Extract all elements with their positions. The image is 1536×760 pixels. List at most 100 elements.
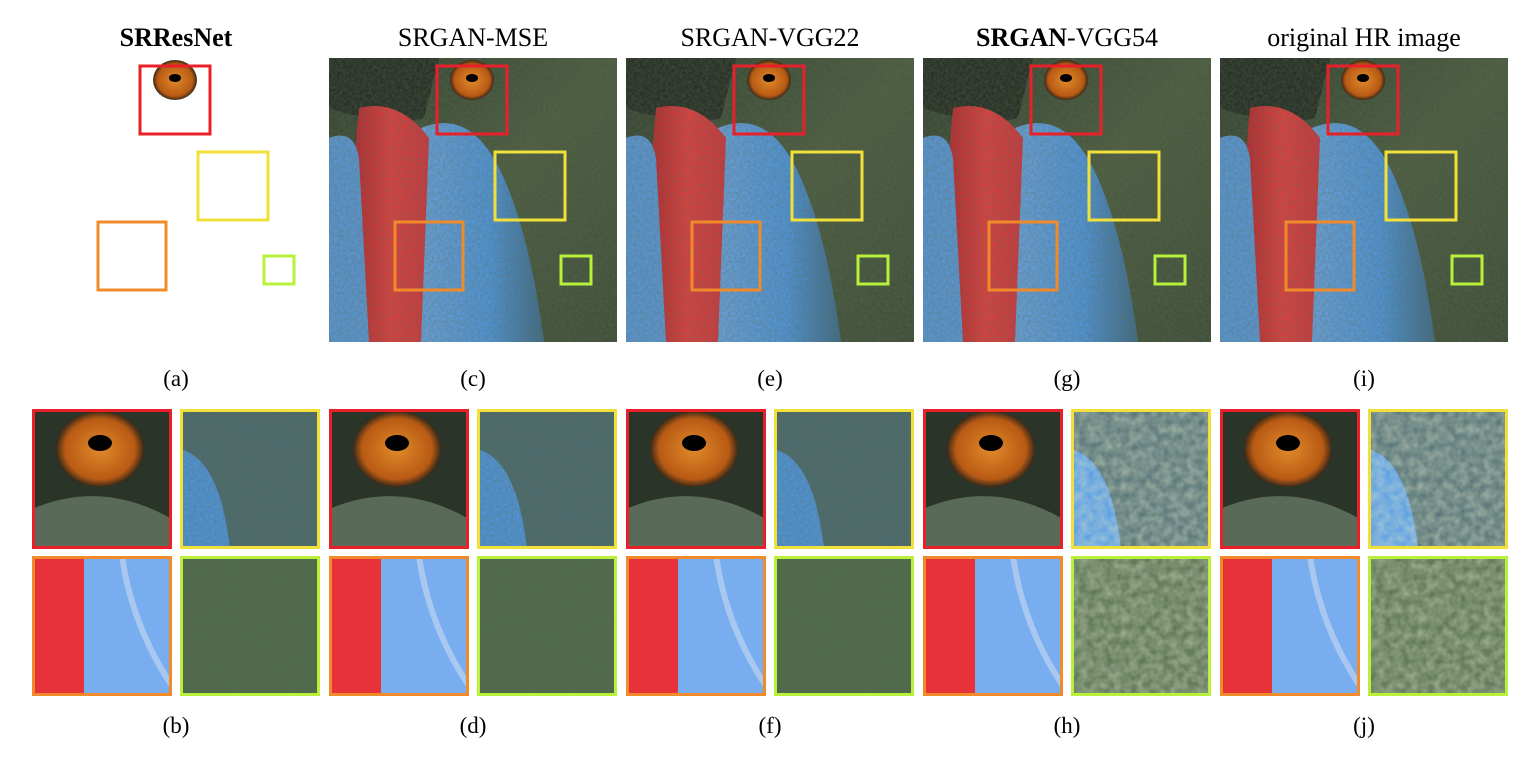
crop-content	[774, 556, 914, 696]
column-title: SRGAN-VGG22	[680, 23, 859, 52]
crop-border	[1220, 409, 1360, 549]
crop-border	[32, 409, 172, 549]
box-orange	[1284, 220, 1356, 292]
crop-yellow	[1071, 409, 1211, 549]
crop-yellow	[1368, 409, 1508, 549]
column: SRGAN-MSE (c) (d)	[329, 23, 617, 738]
box-green	[559, 254, 593, 286]
texture	[774, 409, 914, 549]
crop-content	[32, 409, 172, 549]
caption: (d)	[460, 713, 487, 738]
crop-orange	[923, 556, 1063, 696]
crop-content	[477, 556, 617, 696]
texture	[1368, 409, 1508, 549]
caption: (f)	[759, 713, 782, 738]
texture	[1220, 58, 1508, 342]
crop-yellow	[477, 409, 617, 549]
main-image	[626, 58, 914, 342]
crop-border	[477, 556, 617, 696]
crop-border	[1071, 556, 1211, 696]
crop-border	[1071, 409, 1211, 549]
crop-border	[329, 409, 469, 549]
red-area	[329, 556, 381, 696]
pupil	[979, 435, 1003, 451]
main-image	[1220, 58, 1508, 342]
caption: (c)	[460, 366, 486, 391]
crop-border	[923, 409, 1063, 549]
crop-border	[774, 556, 914, 696]
texture	[626, 58, 914, 342]
caption: (e)	[757, 366, 783, 391]
red-area	[1220, 556, 1272, 696]
caption: (b)	[163, 713, 190, 738]
box-yellow	[1087, 150, 1161, 222]
streak	[1010, 556, 1063, 688]
column-title: original HR image	[1267, 23, 1461, 52]
eye-lid	[32, 496, 172, 549]
caption: (h)	[1054, 713, 1081, 738]
crop-content	[180, 556, 320, 696]
box-red	[732, 64, 806, 136]
texture	[774, 556, 914, 696]
main-image	[32, 58, 320, 342]
crop-green	[180, 556, 320, 696]
crop-border	[1368, 409, 1508, 549]
eye-lid	[626, 496, 766, 549]
eye-lid	[1220, 496, 1360, 549]
caption: (j)	[1353, 713, 1375, 738]
column-title: SRGAN-MSE	[398, 23, 548, 52]
box-orange	[987, 220, 1059, 292]
texture	[180, 409, 320, 549]
crop-content	[329, 409, 469, 549]
pupil	[682, 435, 706, 451]
crop-red	[923, 409, 1063, 549]
box-orange	[690, 220, 762, 292]
title-part: SRResNet	[120, 23, 233, 52]
crop-border	[774, 409, 914, 549]
pupil	[385, 435, 409, 451]
box-yellow	[790, 150, 864, 222]
crop-content	[32, 556, 172, 696]
crop-green	[774, 556, 914, 696]
streak	[713, 556, 766, 688]
crop-content	[923, 409, 1063, 549]
crop-border	[626, 556, 766, 696]
crop-orange	[1220, 556, 1360, 696]
box-green	[1153, 254, 1187, 286]
crop-content	[1071, 556, 1211, 696]
column: original HR image (i) (j)	[1220, 23, 1508, 738]
crop-border	[626, 409, 766, 549]
pupil	[88, 435, 112, 451]
eye-lid	[923, 496, 1063, 549]
crop-content	[477, 409, 617, 549]
crop-border	[180, 556, 320, 696]
crop-border	[329, 556, 469, 696]
eye-lid	[329, 496, 469, 549]
column: SRGAN-VGG54 (g) (h)	[923, 23, 1211, 738]
crop-red	[32, 409, 172, 549]
crop-content	[1220, 409, 1360, 549]
crop-border	[1368, 556, 1508, 696]
red-area	[923, 556, 975, 696]
title-part: SRGAN-MSE	[398, 23, 548, 52]
crop-yellow	[180, 409, 320, 549]
crop-content	[1071, 409, 1211, 549]
box-orange	[96, 220, 168, 292]
crop-content	[923, 556, 1063, 696]
column: SRResNet (a) (b)	[32, 23, 320, 738]
texture	[477, 556, 617, 696]
texture	[1071, 409, 1211, 549]
box-yellow	[1384, 150, 1458, 222]
texture	[180, 556, 320, 696]
crop-orange	[32, 556, 172, 696]
title-part: SRGAN	[976, 23, 1067, 52]
box-red	[1029, 64, 1103, 136]
crop-border	[180, 409, 320, 549]
box-red	[138, 64, 212, 136]
crop-content	[180, 409, 320, 549]
pupil	[763, 74, 775, 82]
title-part: original HR image	[1267, 23, 1461, 52]
crop-content	[1220, 556, 1360, 696]
box-red	[435, 64, 509, 136]
